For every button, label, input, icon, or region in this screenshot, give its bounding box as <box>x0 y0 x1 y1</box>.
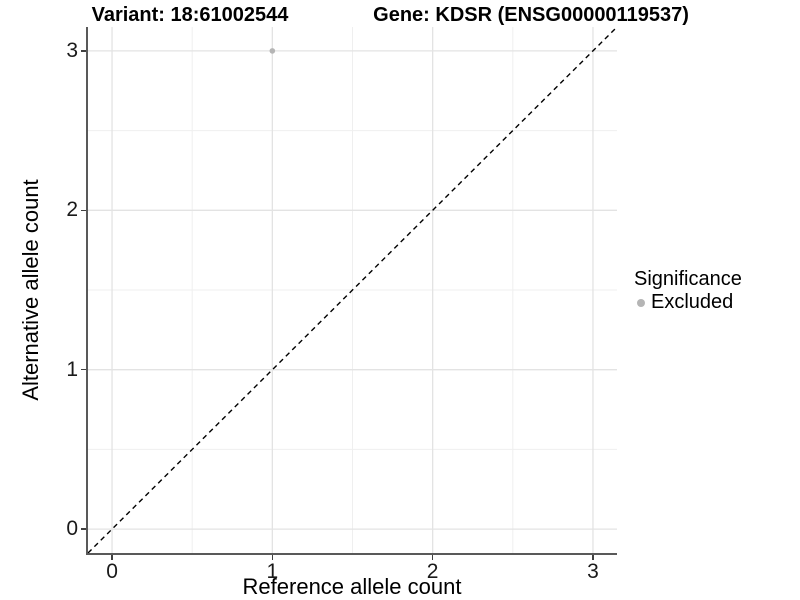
y-tick-mark <box>81 50 86 52</box>
x-tick-mark <box>271 555 274 560</box>
y-tick-mark <box>81 368 86 371</box>
x-tick-label: 2 <box>426 560 439 583</box>
y-tick-label: 0 <box>66 517 78 541</box>
scatter-plot-canvas <box>88 27 617 553</box>
plot-title-gene: Gene: KDSR (ENSG00000119537) <box>373 4 689 26</box>
legend: Significance Excluded <box>634 268 742 314</box>
legend-point-swatch <box>637 298 645 307</box>
legend-title: Significance <box>634 268 742 290</box>
x-tick-mark <box>431 555 434 560</box>
x-tick-label: 0 <box>106 560 118 583</box>
y-tick-label: 2 <box>66 198 78 222</box>
x-tick-mark <box>592 555 594 560</box>
plot-title-variant: Variant: 18:61002544 <box>91 4 289 26</box>
y-tick-label: 3 <box>66 38 78 62</box>
y-axis-label: Alternative allele count <box>18 179 43 401</box>
data-point <box>269 48 276 54</box>
identity-dashed-line <box>88 27 617 553</box>
legend-item-excluded: Excluded <box>634 291 742 314</box>
y-tick-mark <box>81 528 86 530</box>
y-tick-mark <box>81 209 86 212</box>
plot-panel <box>86 27 617 555</box>
y-tick-label: 1 <box>66 357 78 381</box>
x-tick-label: 1 <box>266 560 279 583</box>
x-tick-mark <box>111 555 113 560</box>
x-tick-label: 3 <box>587 560 599 583</box>
legend-item-label: Excluded <box>651 291 734 313</box>
x-axis-label: Reference allele count <box>242 574 462 599</box>
